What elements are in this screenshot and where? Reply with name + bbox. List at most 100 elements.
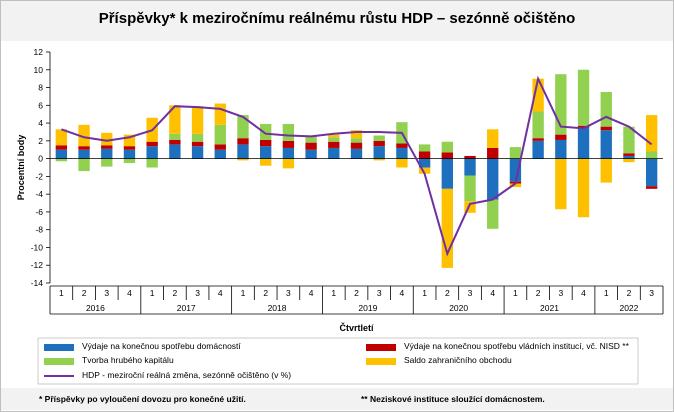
legend-swatch-capital xyxy=(44,358,74,365)
x-tick-label-quarter: 2 xyxy=(354,288,359,298)
legend-swatch-government xyxy=(366,344,396,351)
bar-households-17 xyxy=(441,158,453,189)
bar-net_exports-24 xyxy=(600,158,612,183)
bar-government-17 xyxy=(441,152,453,159)
bar-households-20 xyxy=(509,158,522,182)
x-tick-label-quarter: 1 xyxy=(513,288,518,298)
bar-government-10 xyxy=(282,140,295,148)
bar-households-9 xyxy=(260,146,272,159)
bar-capital-20 xyxy=(509,147,522,159)
x-axis-title: Čtvrtletí xyxy=(339,322,374,333)
bar-capital-18 xyxy=(464,175,476,202)
bar-net_exports-15 xyxy=(396,158,408,168)
bar-households-8 xyxy=(237,144,249,159)
bar-households-10 xyxy=(282,147,295,159)
bar-net_exports-17 xyxy=(441,188,453,268)
bar-households-3 xyxy=(123,149,136,159)
y-tick-label: 0 xyxy=(38,154,43,164)
footnote-nisd: ** Neziskové instituce sloužící domácnos… xyxy=(361,394,545,404)
bar-government-8 xyxy=(237,138,249,145)
x-tick-label-quarter: 3 xyxy=(558,288,563,298)
bar-households-23 xyxy=(577,127,590,159)
bar-government-9 xyxy=(260,139,272,147)
bar-capital-4 xyxy=(146,158,158,168)
bar-net_exports-1 xyxy=(78,124,90,147)
bar-net_exports-14 xyxy=(373,158,385,161)
x-tick-label-quarter: 4 xyxy=(490,288,495,298)
x-tick-label-quarter: 2 xyxy=(173,288,178,298)
bar-households-15 xyxy=(396,147,408,159)
y-tick-label: -4 xyxy=(35,189,43,199)
x-tick-label-quarter: 1 xyxy=(241,288,246,298)
x-tick-label-quarter: 2 xyxy=(82,288,87,298)
x-tick-label-quarter: 1 xyxy=(150,288,155,298)
bar-households-6 xyxy=(191,146,204,159)
y-tick-label: -14 xyxy=(31,278,44,288)
x-tick-label-quarter: 2 xyxy=(263,288,268,298)
y-tick-label: -8 xyxy=(35,225,43,235)
y-tick-label: 10 xyxy=(34,65,44,75)
bar-government-2 xyxy=(101,145,113,149)
x-tick-label-quarter: 2 xyxy=(445,288,450,298)
bar-government-14 xyxy=(373,140,385,147)
bar-net_exports-10 xyxy=(282,158,295,169)
bar-households-16 xyxy=(418,158,431,168)
x-tick-label-year: 2016 xyxy=(86,303,105,313)
legend-label-capital: Tvorba hrubého kapitálu xyxy=(82,355,174,365)
bar-net_exports-21 xyxy=(532,78,544,112)
legend-label-households: Výdaje na konečnou spotřebu domácností xyxy=(82,341,241,351)
bar-net_exports-23 xyxy=(577,158,590,218)
x-tick-label-quarter: 4 xyxy=(400,288,405,298)
bar-government-19 xyxy=(487,147,499,159)
bar-capital-8 xyxy=(237,115,249,139)
bar-capital-7 xyxy=(214,124,226,145)
bar-households-11 xyxy=(305,149,317,159)
bar-capital-1 xyxy=(78,158,90,172)
bar-net_exports-22 xyxy=(555,158,567,210)
bar-government-18 xyxy=(464,155,476,159)
footnote-imports: * Příspěvky po vyloučení dovozu pro kone… xyxy=(39,394,246,404)
bar-government-5 xyxy=(169,139,181,145)
bar-capital-24 xyxy=(600,91,612,127)
chart-title: Příspěvky* k meziročnímu reálnému růstu … xyxy=(98,10,576,27)
bar-net_exports-19 xyxy=(487,129,499,148)
bar-capital-9 xyxy=(260,123,272,140)
bar-capital-10 xyxy=(282,123,295,141)
y-tick-label: 4 xyxy=(38,118,43,128)
bar-capital-25 xyxy=(623,126,635,154)
legend-swatch-households xyxy=(44,344,74,351)
legend-label-government: Výdaje na konečnou spotřebu vládních ins… xyxy=(404,341,629,351)
bar-government-7 xyxy=(214,144,226,150)
x-tick-label-quarter: 1 xyxy=(422,288,427,298)
x-tick-label-year: 2022 xyxy=(619,303,638,313)
y-tick-label: 2 xyxy=(38,136,43,146)
bar-households-14 xyxy=(373,146,385,159)
bar-net_exports-20 xyxy=(509,183,522,188)
bar-households-18 xyxy=(464,158,476,176)
bar-capital-23 xyxy=(577,69,590,126)
legend-box xyxy=(37,337,639,385)
x-tick-label-year: 2021 xyxy=(540,303,559,313)
bar-households-7 xyxy=(214,149,226,159)
legend-label-net-exports: Saldo zahraničního obchodu xyxy=(404,355,512,365)
bar-net_exports-2 xyxy=(101,132,113,146)
bar-capital-13 xyxy=(350,138,363,143)
bar-net_exports-7 xyxy=(214,103,226,125)
title-band xyxy=(1,1,673,41)
bar-households-1 xyxy=(78,149,90,159)
bar-households-0 xyxy=(55,149,68,159)
x-tick-label-year: 2020 xyxy=(449,303,468,313)
y-tick-label: -10 xyxy=(31,242,44,252)
bar-households-5 xyxy=(169,144,181,159)
y-tick-label: -6 xyxy=(35,207,43,217)
x-tick-label-year: 2019 xyxy=(358,303,377,313)
x-tick-label-year: 2018 xyxy=(268,303,287,313)
bar-capital-2 xyxy=(101,158,113,167)
bar-capital-21 xyxy=(532,111,544,139)
bar-capital-12 xyxy=(328,137,340,142)
bar-capital-11 xyxy=(305,135,317,143)
y-tick-label: 12 xyxy=(34,47,44,57)
bar-government-21 xyxy=(532,138,544,141)
bar-government-24 xyxy=(600,126,612,131)
